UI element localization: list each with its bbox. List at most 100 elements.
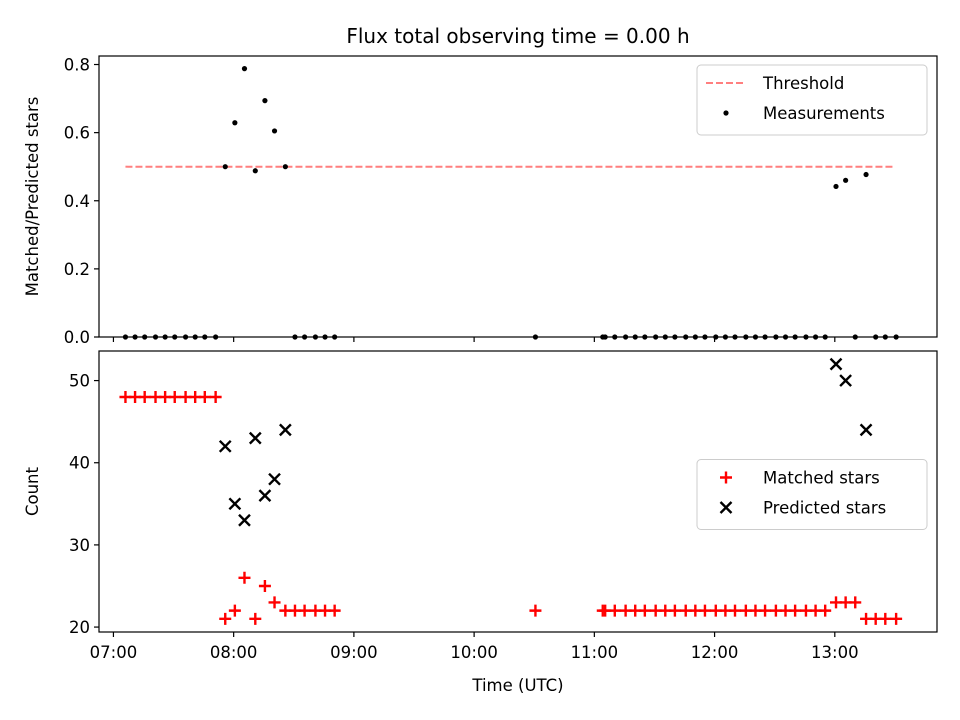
legend-label: Threshold xyxy=(762,74,844,93)
data-point xyxy=(218,439,232,453)
data-point xyxy=(249,612,262,625)
data-point xyxy=(792,334,798,340)
data-point-stroke xyxy=(849,596,862,609)
data-point-stroke xyxy=(209,391,222,404)
data-point-stroke xyxy=(228,604,241,617)
data-point xyxy=(812,334,819,340)
data-point-stroke xyxy=(168,391,181,404)
data-point-stroke xyxy=(268,472,281,486)
legend-swatch xyxy=(720,471,732,484)
data-point xyxy=(702,334,708,340)
data-point xyxy=(839,374,852,387)
data-point xyxy=(713,334,719,340)
data-point xyxy=(209,391,222,404)
data-point xyxy=(683,334,689,340)
data-point xyxy=(873,334,879,340)
x-tick-label: 12:00 xyxy=(691,643,739,662)
data-point xyxy=(849,596,862,609)
data-point xyxy=(668,604,681,617)
data-point xyxy=(252,168,258,174)
data-point xyxy=(882,334,888,340)
data-point xyxy=(172,334,178,340)
data-point xyxy=(890,612,903,625)
data-point xyxy=(638,604,651,617)
data-point xyxy=(843,177,849,183)
data-point xyxy=(268,596,281,609)
data-point-stroke xyxy=(249,612,262,625)
y-tick-label: 20 xyxy=(69,618,90,637)
data-point-stroke xyxy=(668,604,681,617)
data-point xyxy=(822,334,828,340)
data-point xyxy=(238,571,251,584)
x-axis-label: Time (UTC) xyxy=(471,676,563,695)
y-tick-label: 0.4 xyxy=(64,192,90,211)
data-point xyxy=(732,334,738,340)
data-point-stroke xyxy=(138,391,151,404)
legend-label: Measurements xyxy=(763,104,885,123)
data-point-stroke xyxy=(268,596,281,609)
legend-label: Predicted stars xyxy=(763,499,886,518)
data-point xyxy=(298,604,311,617)
data-point xyxy=(152,334,159,340)
legend-swatch-stroke xyxy=(719,501,733,514)
data-point xyxy=(529,604,542,617)
chart-title: Flux total observing time = 0.00 h xyxy=(346,24,689,48)
data-point-stroke xyxy=(879,612,892,625)
data-point xyxy=(322,334,328,340)
axes-frame xyxy=(98,350,938,633)
data-point xyxy=(859,423,873,437)
x-tick-label: 10:00 xyxy=(450,643,498,662)
data-point xyxy=(238,513,251,527)
data-point xyxy=(608,604,621,617)
data-point xyxy=(879,612,892,625)
data-point xyxy=(829,357,843,371)
data-point xyxy=(893,334,899,340)
data-point xyxy=(852,334,858,340)
data-point-stroke xyxy=(829,357,843,371)
data-point-stroke xyxy=(228,497,242,511)
y-tick-label: 0.0 xyxy=(64,328,90,347)
data-point xyxy=(213,334,219,340)
data-point xyxy=(743,334,749,340)
data-point xyxy=(759,604,772,617)
data-point xyxy=(698,604,711,617)
data-point xyxy=(752,334,759,340)
y-axis-label: Matched/Predicted stars xyxy=(23,97,42,297)
data-point-stroke xyxy=(819,604,832,617)
data-point xyxy=(262,98,268,104)
legend: Matched stars Predicted stars xyxy=(696,459,928,530)
data-point xyxy=(279,423,292,437)
data-point xyxy=(722,334,728,340)
legend-box xyxy=(696,64,928,136)
data-point xyxy=(142,334,148,340)
data-point xyxy=(328,604,341,617)
data-point-stroke xyxy=(529,604,542,617)
data-point xyxy=(803,334,809,340)
data-point xyxy=(222,164,228,170)
data-point-stroke xyxy=(789,604,802,617)
data-point-stroke xyxy=(238,513,251,527)
data-point xyxy=(729,604,742,617)
x-tick-label: 13:00 xyxy=(811,643,859,662)
data-point xyxy=(819,604,832,617)
data-point xyxy=(863,171,869,178)
data-point xyxy=(198,391,211,404)
data-point xyxy=(228,497,242,511)
data-point-stroke xyxy=(890,612,903,625)
data-point-stroke xyxy=(258,489,272,502)
data-point-stroke xyxy=(218,439,232,453)
data-point xyxy=(662,334,668,340)
data-point xyxy=(192,334,198,340)
x-tick-label: 11:00 xyxy=(571,643,619,662)
data-point xyxy=(122,334,129,340)
data-point-stroke xyxy=(638,604,651,617)
data-point xyxy=(833,183,839,190)
data-point-stroke xyxy=(219,612,232,625)
legend-swatch xyxy=(723,110,729,116)
y-axis-label: Count xyxy=(23,466,42,516)
data-point-stroke xyxy=(759,604,772,617)
data-point-stroke xyxy=(859,423,873,437)
y-tick-label: 0.8 xyxy=(64,56,90,75)
data-point xyxy=(632,334,638,340)
